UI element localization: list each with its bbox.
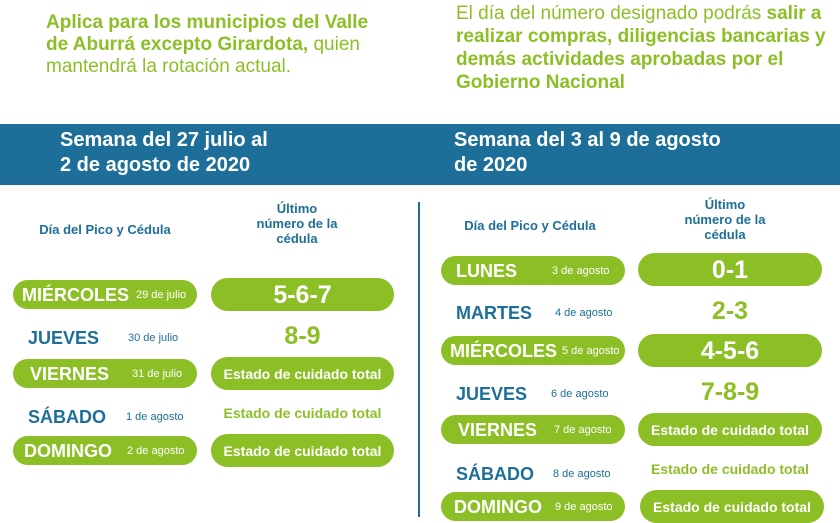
week-header-band [0, 124, 840, 185]
week-1-date-wednesday: 29 de julio [136, 289, 187, 301]
scope-note-bold: Aplica para los municipios del Valle de … [46, 12, 369, 55]
week-2-number-saturday: Estado de cuidado total [651, 461, 809, 477]
activities-note-bold: salir a realizar compras, diligencias ba… [456, 3, 826, 93]
week-2-number-pill [638, 253, 822, 286]
week-1-day-pill [13, 359, 197, 388]
week-1-number-header-line2: número de la [256, 216, 338, 231]
week-2-number-sunday: Estado de cuidado total [653, 499, 811, 515]
week-2-day-pill [441, 415, 625, 444]
week-2-number-pill [638, 413, 822, 446]
activities-note-plain: El día del número designado podrás [456, 3, 767, 24]
week-2-day-monday: LUNES [456, 261, 518, 281]
week-2-number-header-line3: cédula [704, 227, 746, 242]
week-2-day-pill [441, 492, 625, 521]
week-2-day-header: Día del Pico y Cédula [464, 218, 596, 233]
week-1-day-friday: VIERNES [30, 364, 110, 384]
week-2-number-pill [638, 334, 822, 367]
week-1-number-header: Último número de la cédula [232, 201, 362, 246]
week-2-number-pill [640, 490, 824, 523]
week-2-number-header-line2: número de la [684, 212, 766, 227]
week-2-number-header-line1: Último [704, 197, 746, 212]
week-1-number-thursday: 8-9 [284, 322, 321, 350]
week-1-title-line1: Semana del 27 julio al [60, 129, 268, 151]
week-2-day-saturday: SÁBADO [456, 464, 535, 484]
week-2-title: Semana del 3 al 9 de agosto de 2020 [454, 128, 784, 178]
week-2-day-friday: VIERNES [458, 420, 538, 440]
week-1-date-sunday: 2 de agosto [127, 445, 185, 457]
week-1-number-pill [211, 278, 394, 311]
week-1-date-thursday: 30 de julio [128, 332, 179, 344]
week-2-number-tuesday: 2-3 [711, 297, 749, 325]
week-1-number-saturday: Estado de cuidado total [223, 405, 382, 421]
week-1-date-saturday: 1 de agosto [126, 411, 184, 423]
scope-note: Aplica para los municipios del Valle de … [46, 12, 386, 78]
week-1-number-wednesday: 5-6-7 [273, 281, 332, 309]
activities-note: El día del número designado podrás salir… [456, 2, 826, 94]
week-1-date-friday: 31 de julio [132, 368, 183, 380]
week-2-title-line2: de 2020 [454, 154, 528, 176]
week-2-number-wednesday: 4-5-6 [700, 337, 760, 365]
scope-note-rest: quien mantendrá la rotación actual. [46, 34, 360, 77]
week-2-number-friday: Estado de cuidado total [651, 422, 809, 438]
week-2-day-wednesday: MIÉRCOLES [450, 341, 558, 361]
week-2-date-friday: 7 de agosto [554, 424, 612, 436]
week-1-day-pill [13, 436, 197, 465]
week-2-number-thursday: 7-8-9 [700, 378, 760, 406]
week-1-number-pill [211, 357, 394, 390]
week-1-title-line2: 2 de agosto de 2020 [60, 154, 251, 176]
week-1-number-header-line1: Último [276, 201, 318, 216]
week-2-number-monday: 0-1 [711, 256, 749, 284]
week-2-date-monday: 3 de agosto [552, 265, 610, 277]
week-1-title: Semana del 27 julio al 2 de agosto de 20… [60, 128, 360, 178]
week-2-date-tuesday: 4 de agosto [555, 307, 613, 319]
week-1-number-header-line3: cédula [276, 231, 318, 246]
week-2-day-thursday: JUEVES [456, 384, 528, 404]
week-2-date-sunday: 9 de agosto [555, 501, 613, 513]
week-2-date-saturday: 8 de agosto [553, 468, 611, 480]
intro-section: Aplica para los municipios del Valle de … [0, 0, 840, 124]
week-1-number-sunday: Estado de cuidado total [223, 443, 382, 459]
week-1-day-saturday: SÁBADO [28, 407, 107, 427]
week-2-title-line1: Semana del 3 al 9 de agosto [454, 129, 721, 151]
week-1-day-header: Día del Pico y Cédula [39, 222, 171, 237]
week-2-day-pill [441, 256, 625, 285]
week-2-number-header: Último número de la cédula [660, 197, 790, 242]
week-2-day-sunday: DOMINGO [454, 497, 542, 517]
week-2-day-tuesday: MARTES [456, 303, 532, 323]
week-1-day-thursday: JUEVES [28, 328, 100, 348]
week-2-date-wednesday: 5 de agosto [562, 345, 620, 357]
week-2-date-thursday: 6 de agosto [551, 388, 609, 400]
week-2-day-pill [441, 336, 625, 365]
column-divider [418, 202, 420, 517]
week-1-day-wednesday: MIÉRCOLES [22, 285, 130, 305]
week-1-number-pill [211, 434, 394, 467]
week-1-day-sunday: DOMINGO [24, 441, 112, 461]
week-1-number-friday: Estado de cuidado total [223, 366, 382, 382]
week-1-day-pill [13, 280, 197, 309]
